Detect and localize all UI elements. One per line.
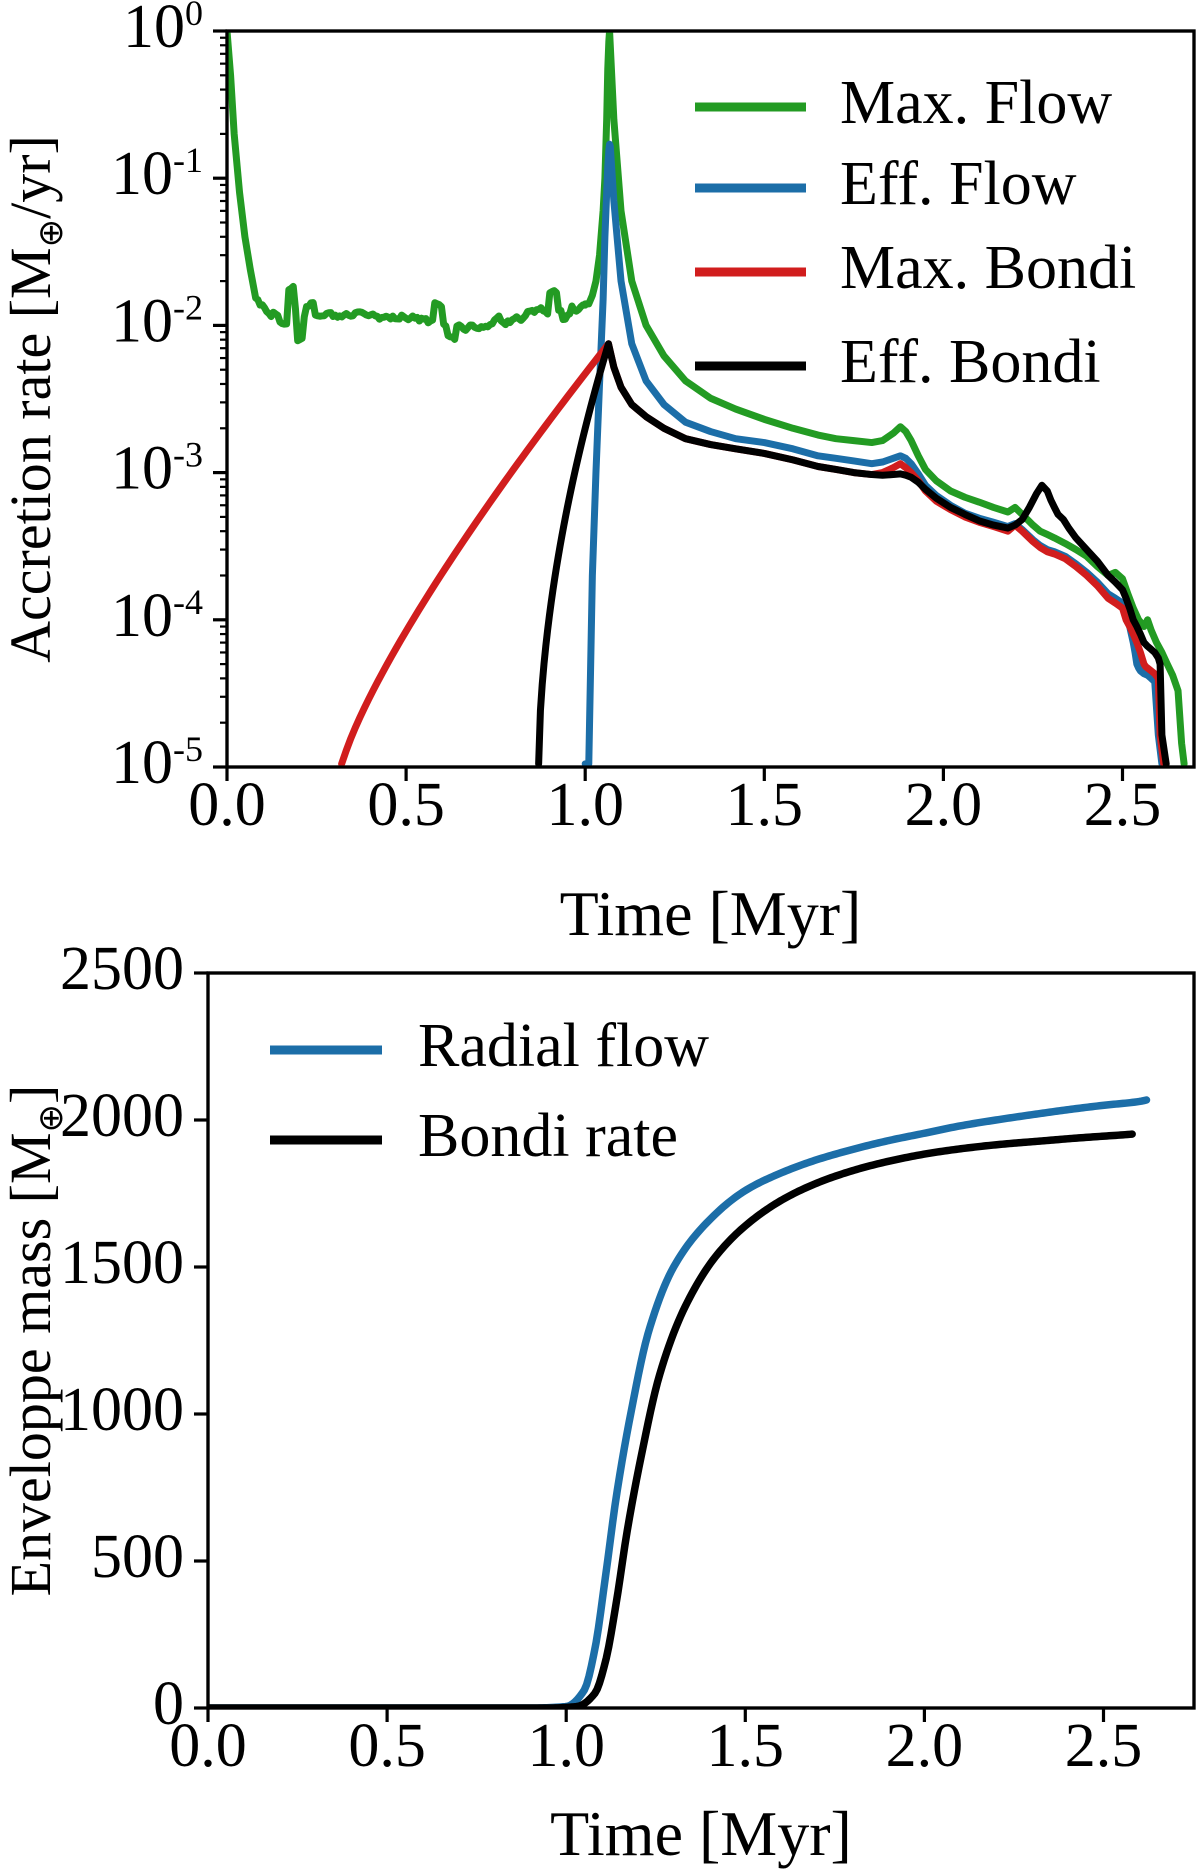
svg-text:1500: 1500 (60, 1229, 184, 1297)
svg-text:Time [Myr]: Time [Myr] (560, 878, 862, 949)
svg-text:2.5: 2.5 (1084, 771, 1162, 839)
svg-text:Eff. Bondi: Eff. Bondi (840, 328, 1101, 396)
svg-text:Max. Bondi: Max. Bondi (840, 234, 1136, 302)
svg-text:1.0: 1.0 (527, 1712, 605, 1780)
svg-text:1000: 1000 (60, 1376, 184, 1444)
svg-text:0: 0 (153, 1670, 184, 1738)
svg-text:0.5: 0.5 (348, 1712, 426, 1780)
svg-text:500: 500 (91, 1523, 184, 1591)
svg-text:Max. Flow: Max. Flow (840, 69, 1112, 137)
svg-text:2.0: 2.0 (886, 1712, 964, 1780)
svg-text:Time [Myr]: Time [Myr] (550, 1798, 852, 1869)
svg-text:2.5: 2.5 (1065, 1712, 1143, 1780)
svg-text:Accretion rate [M⊕/yr]: Accretion rate [M⊕/yr] (0, 135, 70, 663)
svg-text:1.5: 1.5 (707, 1712, 785, 1780)
svg-text:2.0: 2.0 (905, 771, 983, 839)
svg-text:2500: 2500 (60, 935, 184, 1003)
svg-text:Radial flow: Radial flow (418, 1012, 709, 1080)
svg-text:2000: 2000 (60, 1082, 184, 1150)
svg-text:0.0: 0.0 (188, 771, 266, 839)
svg-text:Enveloppe mass [M⊕]: Enveloppe mass [M⊕] (0, 1085, 70, 1597)
svg-text:1.5: 1.5 (726, 771, 804, 839)
svg-text:1.0: 1.0 (546, 771, 624, 839)
svg-text:Bondi rate: Bondi rate (418, 1102, 678, 1170)
svg-text:0.5: 0.5 (367, 771, 445, 839)
svg-text:Eff. Flow: Eff. Flow (840, 150, 1077, 218)
